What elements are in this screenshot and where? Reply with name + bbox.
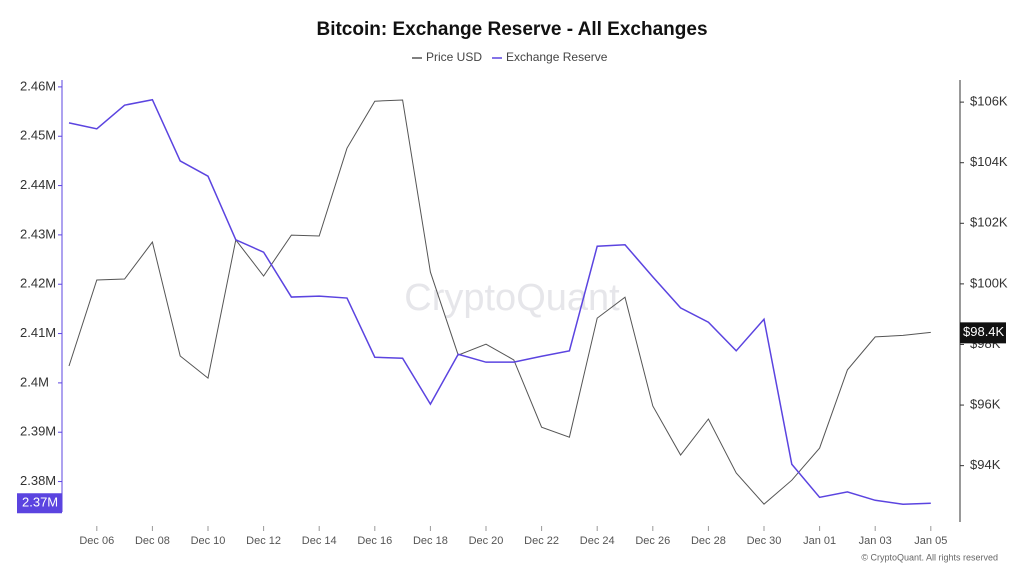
- y-tick-label: 2.38M: [20, 473, 56, 488]
- y2-tick-label: $100K: [970, 275, 1008, 290]
- x-tick-label: Dec 08: [135, 535, 170, 547]
- current-value-label: $98.4K: [963, 324, 1005, 339]
- y2-tick-label: $106K: [970, 94, 1008, 109]
- chart-title: Bitcoin: Exchange Reserve - All Exchange…: [316, 19, 707, 40]
- series-line: [68, 99, 931, 505]
- x-tick-label: Dec 06: [79, 535, 114, 547]
- y-tick-label: 2.43M: [20, 226, 56, 241]
- y-tick-label: 2.4M: [20, 374, 49, 389]
- credit: © CryptoQuant. All rights reserved: [861, 552, 998, 562]
- y2-tick-label: $102K: [970, 215, 1008, 230]
- y2-tick-label: $96K: [970, 396, 1001, 411]
- x-tick-label: Dec 28: [691, 535, 726, 547]
- legend-label: Price USD: [426, 50, 482, 64]
- x-tick-label: Jan 03: [859, 535, 892, 547]
- x-tick-label: Dec 30: [747, 535, 782, 547]
- y-tick-label: 2.45M: [20, 128, 56, 143]
- x-tick-label: Dec 26: [635, 535, 670, 547]
- y-tick-label: 2.46M: [20, 78, 56, 93]
- series-line: [68, 98, 931, 505]
- y-tick-label: 2.44M: [20, 177, 56, 192]
- x-tick-label: Dec 24: [580, 535, 615, 547]
- x-tick-label: Dec 16: [357, 535, 392, 547]
- y2-tick-label: $104K: [970, 154, 1008, 169]
- x-tick-label: Dec 14: [302, 535, 337, 547]
- x-tick-label: Dec 12: [246, 535, 281, 547]
- x-tick-label: Jan 01: [803, 535, 836, 547]
- x-tick-label: Dec 18: [413, 535, 448, 547]
- x-tick-label: Dec 20: [469, 535, 504, 547]
- current-value-box: [17, 493, 62, 514]
- x-tick-label: Jan 05: [914, 535, 947, 547]
- x-tick-label: Dec 22: [524, 535, 559, 547]
- x-tick-label: Dec 10: [191, 535, 226, 547]
- y-tick-label: 2.39M: [20, 424, 56, 439]
- y-tick-label: 2.41M: [20, 325, 56, 340]
- y-tick-label: 2.42M: [20, 276, 56, 291]
- y2-tick-label: $94K: [970, 457, 1001, 472]
- current-value-box: [960, 322, 1006, 344]
- legend-label: Exchange Reserve: [506, 50, 608, 64]
- current-value-label: 2.37M: [22, 495, 58, 510]
